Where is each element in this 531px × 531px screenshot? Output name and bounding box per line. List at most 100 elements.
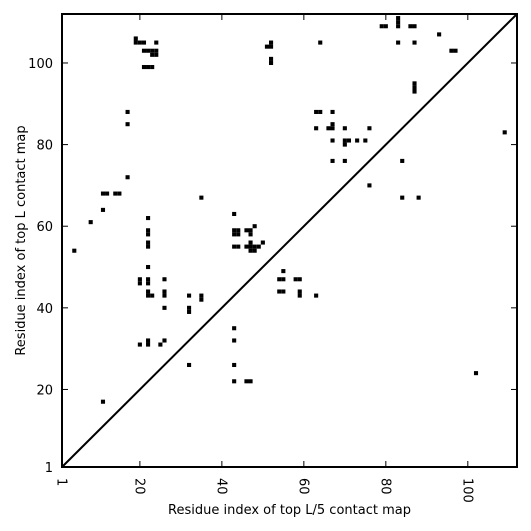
contact-marker	[146, 240, 151, 245]
contact-marker	[318, 40, 323, 45]
contact-marker	[146, 216, 151, 221]
contact-marker	[141, 65, 147, 70]
contact-marker	[277, 289, 282, 294]
contact-marker	[248, 379, 253, 384]
contact-marker	[330, 126, 335, 131]
contact-marker	[100, 399, 106, 404]
x-tick-label: 1	[54, 478, 69, 486]
contact-marker	[314, 109, 319, 114]
contact-marker	[342, 138, 347, 143]
x-tick-label: 100	[459, 478, 474, 503]
contact-marker	[105, 191, 110, 196]
y-axis-ticks: 1 20 40 60 80 100	[28, 57, 517, 476]
contact-marker	[318, 109, 323, 114]
contact-marker	[269, 40, 274, 45]
contact-marker	[297, 277, 302, 282]
contact-marker	[396, 16, 401, 21]
contact-marker	[125, 175, 130, 180]
contact-marker	[141, 48, 147, 53]
contact-marker	[154, 40, 159, 45]
contact-markers	[72, 16, 507, 404]
contact-marker	[125, 109, 130, 114]
contact-marker	[232, 232, 237, 237]
contact-marker	[252, 248, 257, 253]
contact-marker	[437, 32, 442, 37]
contact-marker	[199, 195, 204, 200]
contact-marker	[146, 244, 151, 249]
x-tick-label: 60	[295, 478, 310, 495]
contact-marker	[453, 48, 458, 53]
contact-marker	[150, 65, 155, 70]
contact-marker	[137, 40, 142, 45]
y-tick-label: 40	[36, 302, 53, 317]
contact-marker	[232, 326, 237, 331]
contact-marker	[342, 126, 347, 131]
contact-marker	[232, 228, 237, 233]
contact-marker	[162, 277, 167, 282]
contact-marker	[281, 277, 286, 282]
contact-marker	[330, 109, 335, 114]
contact-marker	[244, 228, 249, 233]
contact-marker	[232, 211, 237, 217]
contact-marker	[133, 40, 138, 45]
x-axis-ticks: 1 20 40 60 80 100	[54, 14, 474, 503]
y-tick-label: 100	[28, 57, 53, 72]
contact-marker	[412, 81, 417, 86]
contact-marker	[314, 293, 319, 298]
contact-marker	[146, 338, 151, 343]
plot-frame	[61, 13, 518, 468]
contact-marker	[252, 244, 257, 249]
contact-marker	[330, 158, 335, 163]
x-tick-label: 40	[213, 478, 228, 495]
contact-marker	[125, 122, 130, 127]
contact-marker	[281, 269, 286, 274]
contact-marker	[269, 44, 274, 49]
contact-marker	[150, 48, 155, 53]
x-tick-label: 20	[131, 478, 146, 495]
contact-marker	[236, 244, 241, 249]
contact-marker	[141, 40, 147, 45]
contact-marker	[146, 48, 151, 53]
contact-marker	[232, 362, 237, 368]
contact-marker	[236, 232, 241, 237]
contact-marker	[269, 56, 274, 61]
contact-marker	[244, 244, 249, 249]
contact-marker	[449, 48, 454, 53]
contact-marker	[396, 20, 401, 25]
contact-marker	[146, 281, 151, 286]
contact-marker	[248, 244, 253, 249]
contact-marker	[248, 232, 253, 237]
contact-marker	[162, 338, 167, 343]
contact-marker	[100, 191, 106, 196]
contact-marker	[150, 52, 155, 57]
contact-marker	[162, 293, 167, 298]
contact-marker	[199, 293, 204, 298]
contact-marker	[232, 244, 237, 249]
diagonal-line	[61, 13, 518, 468]
contact-marker	[502, 130, 507, 135]
contact-marker	[146, 342, 151, 347]
contact-marker	[158, 342, 163, 347]
contact-marker	[342, 158, 347, 163]
contact-marker	[187, 293, 192, 298]
contact-marker	[400, 195, 405, 200]
contact-marker	[297, 289, 302, 294]
contact-marker	[146, 264, 151, 270]
y-tick-label: 80	[36, 139, 53, 154]
y-tick-label: 60	[36, 220, 53, 235]
contact-marker	[146, 228, 151, 233]
contact-marker	[133, 36, 138, 41]
contact-marker	[162, 289, 167, 294]
contact-marker	[154, 52, 159, 57]
contact-marker	[248, 240, 253, 245]
x-axis-label: Residue index of top L/5 contact map	[168, 503, 411, 518]
contact-marker	[248, 248, 253, 253]
contact-marker	[252, 224, 257, 229]
contact-marker	[412, 89, 417, 94]
contact-marker	[355, 138, 360, 143]
contact-marker	[146, 65, 151, 70]
contact-marker	[408, 24, 413, 29]
contact-marker	[187, 309, 192, 314]
y-tick-label: 20	[36, 383, 53, 398]
